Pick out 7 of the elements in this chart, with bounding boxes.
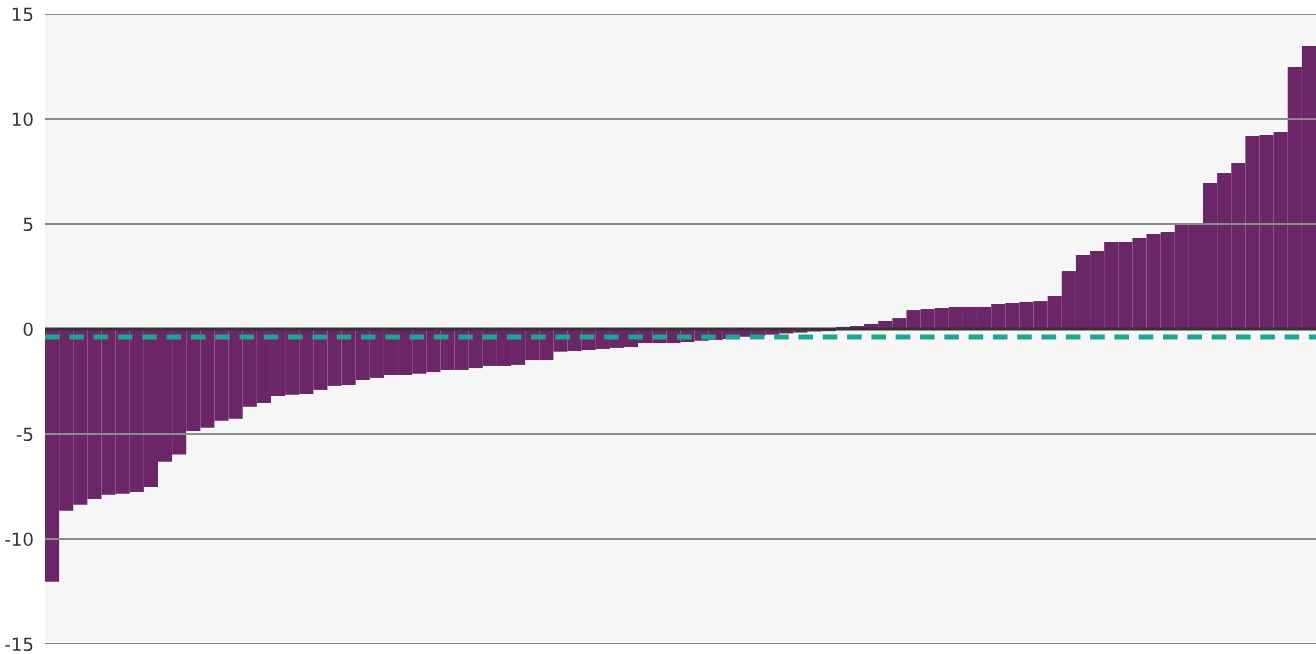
y-tick-label: -5: [16, 427, 33, 442]
y-tick-label: 5: [23, 217, 33, 232]
y-tick-label: -15: [5, 637, 33, 652]
y-tick-label: 15: [12, 7, 33, 22]
y-tick-label: 0: [23, 322, 33, 337]
y-tick-label: 10: [12, 112, 33, 127]
y-tick-label: -10: [5, 532, 33, 547]
